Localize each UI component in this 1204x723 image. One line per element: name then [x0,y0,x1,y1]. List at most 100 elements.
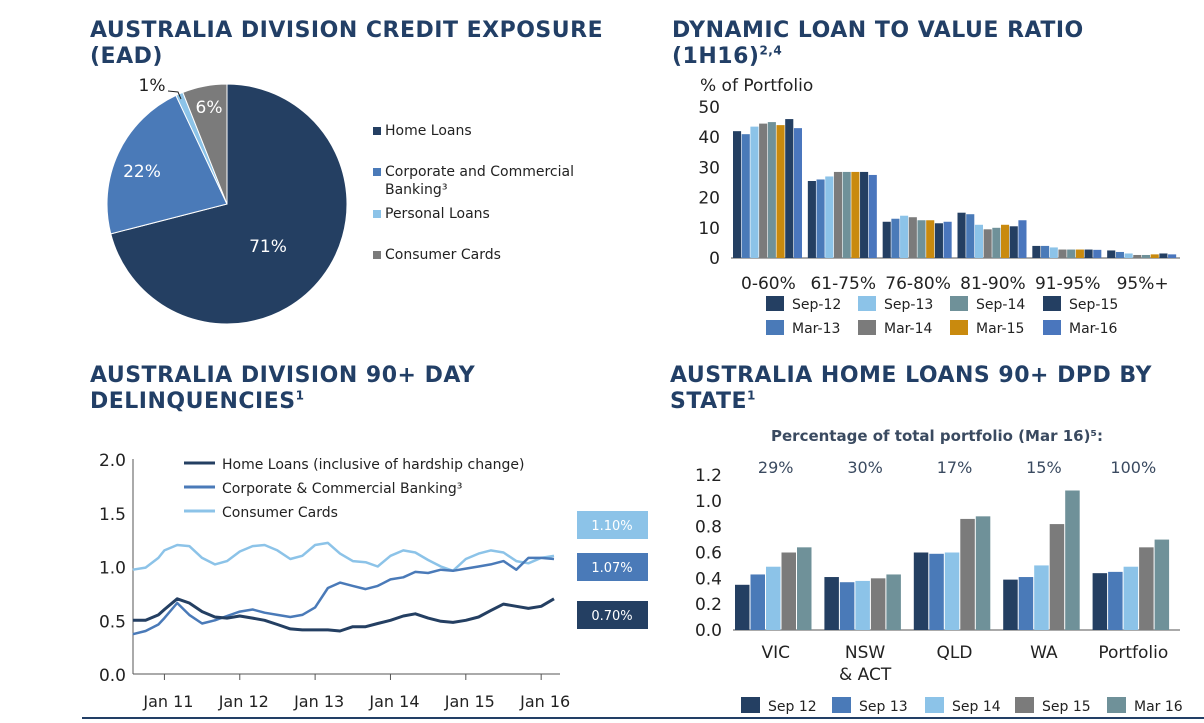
state-legend-swatch-1 [832,697,851,713]
state-legend-label-1: Sep 13 [859,699,908,715]
lvr-bar-4-6 [1084,249,1093,258]
lvr-bar-3-5 [1001,224,1010,258]
lvr-legend-label-0: Sep-12 [792,297,841,313]
state-xtick-4-0: Portfolio [1098,643,1168,663]
state-share-3: 15% [1026,458,1062,477]
delinquency-line-chart: 0.0 0.5 1.0 1.5 2.0 Jan 11 Jan 12 Jan 13 Jan 14 J… [99,451,648,711]
lvr-bar-3-6 [1009,226,1018,258]
state-legend-label-4: Mar 16 [1134,699,1183,715]
delinq-series-line-1 [132,556,555,636]
state-bar-3-3 [1049,524,1065,630]
lvr-xtick-5: 95%+ [1117,274,1169,294]
lvr-bar-5-6 [1159,253,1168,258]
delinq-end-box-0 [577,511,648,539]
pie-legend-label-0: Home Loans [385,123,472,139]
lvr-bar-4-7 [1093,249,1102,258]
lvr-bar-4-3 [1058,249,1067,258]
lvr-bar-2-2 [900,215,909,258]
state-bar-0-4 [797,547,812,630]
lvr-legend-label-6: Mar-15 [976,321,1024,337]
state-xtick-0-0: VIC [761,643,790,663]
state-bar-1-3 [870,578,886,630]
delinquency-title-footnote: 1 [295,388,305,403]
state-bar-1-0 [824,577,839,630]
state-ytick-6: 1.2 [695,466,722,486]
lvr-bar-1-0 [807,180,816,258]
state-bar-0-0 [735,584,750,630]
state-legend-label-2: Sep 14 [952,699,1001,715]
state-bar-1-2 [855,580,870,630]
state-legend-swatch-2 [925,697,944,713]
pie-slice-label-2: 1% [139,76,166,96]
lvr-ytick-0: 0 [709,249,720,269]
lvr-bar-2-4 [917,220,926,258]
lvr-bar-1-3 [833,171,843,258]
delinq-xtick-1: Jan 12 [218,692,269,711]
delinq-xtick-4: Jan 15 [444,692,495,711]
pie-title-line1: AUSTRALIA DIVISION CREDIT EXPOSURE [90,18,604,43]
state-bar-3-4 [1065,490,1080,630]
lvr-bar-3-7 [1018,220,1027,258]
state-bar-2-2 [944,552,960,630]
pie-legend-swatch-0 [373,127,381,135]
lvr-chart-title: DYNAMIC LOAN TO VALUE RATIO (1H16)2,4 [672,18,1084,70]
lvr-bar-4-5 [1075,249,1084,258]
lvr-ytick-2: 20 [698,189,720,209]
pie-leader-line [167,90,182,100]
pie-legend-label-1b: Banking³ [385,182,447,198]
state-bar-0-2 [766,566,781,630]
state-bar-4-0 [1092,573,1108,630]
lvr-bar-3-2 [974,224,983,258]
lvr-bar-4-2 [1049,247,1058,258]
lvr-legend-swatch-4 [766,320,784,335]
lvr-bar-0-5 [776,125,785,259]
lvr-bar-5-7 [1168,254,1177,258]
lvr-legend-swatch-5 [858,320,876,335]
lvr-legend-label-3: Sep-15 [1069,297,1118,313]
state-bar-4-3 [1139,547,1154,630]
lvr-xtick-2: 76-80% [885,274,951,294]
lvr-bar-0-7 [793,128,802,258]
lvr-title-line2: (1H16) [672,44,760,69]
delinq-legend-label-2: Consumer Cards [222,505,338,521]
lvr-legend-label-4: Mar-13 [792,321,840,337]
lvr-bar-2-6 [934,223,943,258]
lvr-ytick-3: 30 [698,158,720,178]
lvr-bar-0-3 [759,123,768,258]
lvr-ylabel: % of Portfolio [700,76,813,96]
lvr-ytick-4: 40 [698,128,720,148]
state-share-0: 29% [758,458,794,477]
state-legend-swatch-3 [1015,697,1034,713]
pie-slice-label-0: 71% [249,237,287,257]
state-legend-swatch-0 [741,697,760,713]
state-xtick-1-0: NSW [845,643,886,663]
lvr-legend-swatch-2 [950,296,968,311]
lvr-bar-1-1 [816,179,825,258]
lvr-bar-5-3 [1133,254,1142,258]
pie-legend-label-2: Personal Loans [385,206,490,222]
delinq-end-box-2 [577,601,648,629]
state-ytick-5: 1.0 [695,492,722,512]
delinq-xtick-3: Jan 14 [368,692,419,711]
lvr-bar-1-7 [868,174,877,258]
delinq-ytick-4: 2.0 [99,451,126,471]
lvr-ytick-1: 10 [698,219,720,239]
state-legend-label-0: Sep 12 [768,699,817,715]
bottom-divider [82,717,1204,719]
delinq-ytick-0: 0.0 [99,666,126,686]
lvr-bar-2-0 [882,221,891,258]
lvr-bar-1-2 [825,176,834,258]
state-ytick-2: 0.4 [695,569,722,589]
lvr-bar-4-1 [1041,245,1050,258]
state-share-4: 100% [1110,458,1156,477]
lvr-title-footnote: 2,4 [759,43,783,58]
pie-chart: 71% 22% 1% 6% Home Loans Corporate and Commer… [106,76,574,325]
delinq-xtick-2: Jan 13 [293,692,344,711]
delinq-ytick-2: 1.0 [99,559,126,579]
lvr-xtick-0: 0-60% [741,274,796,294]
pie-legend-swatch-3 [373,251,381,259]
lvr-bar-5-4 [1141,254,1151,258]
delinq-end-box-1 [577,553,648,581]
delinq-legend-label-1: Corporate & Commercial Banking³ [222,481,462,497]
